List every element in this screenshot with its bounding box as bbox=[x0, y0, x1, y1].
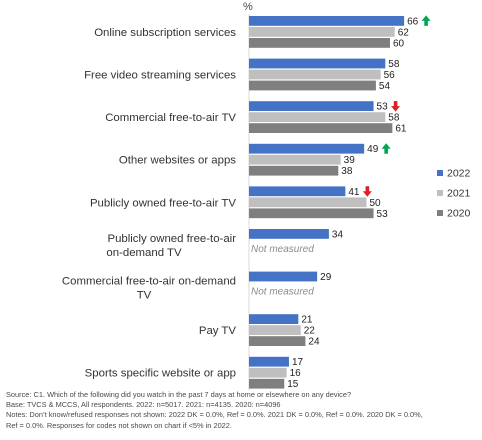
bar-other-websites-or-apps-2020 bbox=[249, 165, 339, 176]
value-label-commercial-free-to-air-tv-2022: 53 bbox=[377, 102, 389, 113]
legend-swatch-2021 bbox=[437, 190, 443, 196]
category-label-sports-specific-website-or-app-line-1: Sports specific website or app bbox=[85, 368, 236, 380]
legend-swatch-2020 bbox=[437, 210, 443, 216]
value-label-pay-tv-2021: 22 bbox=[304, 326, 316, 337]
value-label-free-video-streaming-services-2020: 54 bbox=[379, 81, 391, 92]
value-label-sports-specific-website-or-app-2021: 16 bbox=[290, 368, 302, 379]
bar-free-video-streaming-services-2020 bbox=[249, 80, 376, 91]
bar-pay-tv-2020 bbox=[249, 336, 306, 346]
bar-publicly-owned-free-to-air-tv-2022 bbox=[249, 186, 346, 197]
bar-commercial-free-to-air-tv-2021 bbox=[249, 112, 386, 122]
value-label-free-video-streaming-services-2021: 56 bbox=[384, 70, 396, 81]
change-arrow-up-icon bbox=[421, 15, 431, 26]
bar-online-subscription-services-2020 bbox=[249, 38, 390, 48]
bar-pay-tv-2021 bbox=[249, 325, 301, 335]
value-label-online-subscription-services-2022: 66 bbox=[407, 16, 419, 27]
chart-notes: Source: C1. Which of the following did y… bbox=[6, 390, 476, 431]
unit-label: % bbox=[243, 1, 253, 13]
change-arrow-up-icon bbox=[381, 143, 391, 154]
notes-line-1: Notes: Don’t know/refused responses not … bbox=[6, 410, 423, 420]
category-label-publicly-owned-free-to-air-on-demand-tv-line-1: Publicly owned free-to-air bbox=[107, 233, 236, 245]
value-label-publicly-owned-free-to-air-tv-2022: 41 bbox=[348, 187, 360, 198]
bar-commercial-free-to-air-tv-2022 bbox=[249, 101, 374, 111]
legend-label-2020: 2020 bbox=[447, 208, 471, 220]
value-label-commercial-free-to-air-on-demand-tv-2022: 29 bbox=[320, 272, 332, 283]
bar-free-video-streaming-services-2022 bbox=[249, 58, 386, 69]
category-label-commercial-free-to-air-on-demand-tv-line-2: TV bbox=[137, 290, 152, 302]
category-label-free-video-streaming-services-line-1: Free video streaming services bbox=[84, 70, 236, 82]
category-label-pay-tv-line-1: Pay TV bbox=[199, 325, 237, 337]
source-note: Source: C1. Which of the following did y… bbox=[6, 390, 352, 399]
notes-line-2: Ref = 0.0%. Responses for codes not show… bbox=[6, 420, 232, 430]
value-label-sports-specific-website-or-app-2020: 15 bbox=[287, 379, 299, 390]
value-label-other-websites-or-apps-2020: 38 bbox=[341, 166, 353, 177]
value-label-pay-tv-2020: 24 bbox=[308, 337, 320, 348]
value-label-commercial-free-to-air-tv-2021: 58 bbox=[388, 113, 400, 124]
category-label-publicly-owned-free-to-air-on-demand-tv-line-2: on-demand TV bbox=[106, 247, 182, 259]
bar-publicly-owned-free-to-air-on-demand-tv-2022 bbox=[249, 229, 329, 239]
category-label-other-websites-or-apps-line-1: Other websites or apps bbox=[119, 155, 236, 167]
value-label-publicly-owned-free-to-air-tv-2021: 50 bbox=[370, 198, 382, 209]
not-measured-label-commercial-free-to-air-on-demand-tv: Not measured bbox=[251, 286, 314, 297]
bar-commercial-free-to-air-tv-2020 bbox=[249, 123, 393, 133]
category-label-online-subscription-services-line-1: Online subscription services bbox=[94, 27, 236, 39]
bar-other-websites-or-apps-2021 bbox=[249, 154, 341, 165]
change-arrow-down-icon bbox=[391, 101, 401, 112]
category-label-publicly-owned-free-to-air-tv-line-1: Publicly owned free-to-air TV bbox=[90, 197, 236, 209]
legend-label-2021: 2021 bbox=[447, 188, 471, 200]
bar-sports-specific-website-or-app-2021 bbox=[249, 367, 287, 378]
not-measured-label-publicly-owned-free-to-air-on-demand-tv: Not measured bbox=[251, 244, 314, 255]
bar-publicly-owned-free-to-air-tv-2021 bbox=[249, 197, 367, 208]
legend-label-2022: 2022 bbox=[447, 168, 471, 180]
value-label-commercial-free-to-air-tv-2020: 61 bbox=[395, 124, 407, 135]
value-label-pay-tv-2022: 21 bbox=[301, 315, 313, 326]
legend-swatch-2022 bbox=[437, 170, 443, 176]
bar-sports-specific-website-or-app-2020 bbox=[249, 378, 285, 389]
base-note: Base: TVCS & MCCS, All respondents. 2022… bbox=[6, 400, 281, 410]
bar-online-subscription-services-2021 bbox=[249, 27, 395, 37]
value-label-online-subscription-services-2021: 62 bbox=[398, 27, 410, 38]
value-label-publicly-owned-free-to-air-on-demand-tv-2022: 34 bbox=[332, 229, 344, 240]
value-label-other-websites-or-apps-2021: 39 bbox=[344, 155, 356, 166]
bar-publicly-owned-free-to-air-tv-2020 bbox=[249, 208, 374, 219]
bar-sports-specific-website-or-app-2022 bbox=[249, 356, 289, 367]
value-label-online-subscription-services-2020: 60 bbox=[393, 38, 405, 49]
bar-other-websites-or-apps-2022 bbox=[249, 143, 365, 154]
category-label-commercial-free-to-air-tv-line-1: Commercial free-to-air TV bbox=[105, 112, 236, 124]
value-label-free-video-streaming-services-2022: 58 bbox=[388, 59, 400, 70]
bar-commercial-free-to-air-on-demand-tv-2022 bbox=[249, 271, 318, 282]
value-label-other-websites-or-apps-2022: 49 bbox=[367, 144, 379, 155]
category-label-commercial-free-to-air-on-demand-tv-line-1: Commercial free-to-air on-demand bbox=[62, 276, 236, 288]
change-arrow-down-icon bbox=[362, 186, 372, 197]
bar-online-subscription-services-2022 bbox=[249, 16, 405, 26]
bar-free-video-streaming-services-2021 bbox=[249, 69, 381, 80]
value-label-sports-specific-website-or-app-2022: 17 bbox=[292, 357, 304, 368]
value-label-publicly-owned-free-to-air-tv-2020: 53 bbox=[377, 209, 389, 220]
bar-pay-tv-2022 bbox=[249, 314, 299, 324]
